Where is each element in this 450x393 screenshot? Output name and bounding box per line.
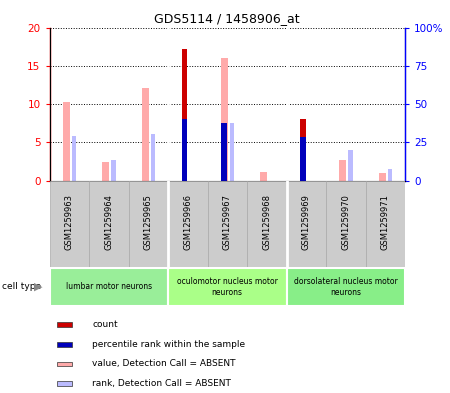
Text: cell type: cell type <box>2 283 41 291</box>
Bar <box>129 181 168 267</box>
Bar <box>221 123 227 181</box>
Text: lumbar motor neurons: lumbar motor neurons <box>66 283 152 291</box>
Text: GSM1259964: GSM1259964 <box>104 194 113 250</box>
Bar <box>50 181 89 267</box>
Bar <box>220 58 228 181</box>
Text: GSM1259969: GSM1259969 <box>302 194 311 250</box>
Bar <box>168 181 207 267</box>
Text: GSM1259970: GSM1259970 <box>341 194 350 250</box>
Bar <box>326 181 365 267</box>
Bar <box>57 381 72 386</box>
Bar <box>57 362 72 366</box>
Bar <box>300 137 306 181</box>
Bar <box>300 119 306 181</box>
Text: dorsolateral nucleus motor
neurons: dorsolateral nucleus motor neurons <box>294 277 398 297</box>
Text: count: count <box>92 320 118 329</box>
Bar <box>57 342 72 347</box>
Text: GSM1259965: GSM1259965 <box>144 194 153 250</box>
Text: GSM1259966: GSM1259966 <box>183 194 192 250</box>
Bar <box>247 181 287 267</box>
Bar <box>182 49 187 181</box>
Bar <box>151 134 155 181</box>
Text: GSM1259971: GSM1259971 <box>381 194 390 250</box>
Bar <box>287 181 326 267</box>
Text: value, Detection Call = ABSENT: value, Detection Call = ABSENT <box>92 360 236 368</box>
Bar <box>260 173 267 181</box>
Bar <box>102 162 109 181</box>
Text: GSM1259967: GSM1259967 <box>223 194 232 250</box>
Bar <box>142 88 148 181</box>
Bar <box>89 181 129 267</box>
Bar <box>230 123 234 181</box>
Bar <box>111 160 116 181</box>
Bar <box>57 322 72 327</box>
Bar <box>50 268 168 306</box>
Bar <box>63 102 70 181</box>
Text: GSM1259968: GSM1259968 <box>262 194 271 250</box>
Bar <box>287 268 405 306</box>
Text: rank, Detection Call = ABSENT: rank, Detection Call = ABSENT <box>92 379 231 388</box>
Text: percentile rank within the sample: percentile rank within the sample <box>92 340 245 349</box>
Bar <box>378 173 386 181</box>
Title: GDS5114 / 1458906_at: GDS5114 / 1458906_at <box>154 12 300 25</box>
Bar <box>365 181 405 267</box>
Bar <box>182 119 187 181</box>
Bar <box>387 169 392 181</box>
Bar <box>168 268 287 306</box>
Bar <box>348 150 353 181</box>
Bar <box>207 181 247 267</box>
Bar <box>72 136 76 181</box>
Text: oculomotor nucleus motor
neurons: oculomotor nucleus motor neurons <box>177 277 278 297</box>
Text: ▶: ▶ <box>34 282 42 292</box>
Bar <box>339 160 346 181</box>
Text: GSM1259963: GSM1259963 <box>65 194 74 250</box>
